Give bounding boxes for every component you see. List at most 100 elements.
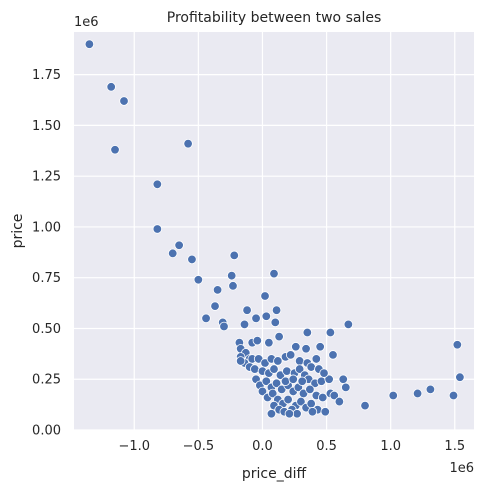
y-tick-label: 1.25	[32, 170, 61, 185]
y-tick-label: 1.75	[32, 68, 61, 83]
data-point	[334, 396, 345, 407]
data-point	[187, 254, 197, 265]
x-tick-label: −0.5	[183, 439, 215, 454]
data-point	[306, 362, 316, 372]
x-tick-label: 0.0	[252, 439, 273, 454]
data-point	[291, 342, 301, 352]
data-point	[261, 311, 272, 321]
data-point	[106, 82, 116, 92]
data-point	[226, 270, 237, 281]
data-point	[273, 356, 283, 366]
data-point	[235, 356, 246, 366]
data-point	[297, 376, 307, 386]
x-grid	[133, 32, 456, 430]
data-point	[269, 364, 279, 374]
data-point	[455, 372, 465, 382]
y-offset-label: 1e6	[74, 15, 99, 30]
data-point	[285, 350, 296, 360]
data-point	[270, 317, 280, 328]
data-point	[301, 344, 311, 354]
data-point	[282, 366, 292, 376]
y-tick-labels: 0.00 0.25 0.50 0.75 1.00 1.25 1.50 1.75	[32, 68, 61, 438]
data-point	[110, 145, 120, 155]
data-point	[311, 354, 322, 364]
data-point	[269, 268, 279, 279]
data-point	[307, 407, 318, 417]
data-point	[152, 179, 163, 189]
data-point	[329, 390, 339, 401]
data-point	[257, 386, 268, 397]
data-point	[305, 384, 315, 395]
data-point	[242, 305, 252, 315]
data-point	[284, 409, 295, 419]
data-point	[84, 39, 95, 49]
data-point	[228, 281, 238, 291]
y-tick-label: 0.50	[32, 322, 61, 337]
data-point	[448, 390, 459, 401]
data-point	[201, 313, 211, 324]
data-point	[412, 388, 423, 399]
data-point	[260, 291, 270, 301]
data-point	[320, 407, 330, 417]
data-point	[168, 248, 178, 259]
y-axis-label: price	[10, 214, 26, 249]
x-tick-labels: −1.0 −0.5 0.0 0.5 1.0 1.5	[118, 439, 465, 454]
data-point	[302, 327, 313, 338]
data-point	[152, 224, 163, 234]
data-points	[84, 39, 465, 419]
x-tick-label: 1.5	[444, 439, 465, 454]
data-point	[318, 392, 328, 403]
data-point	[251, 313, 261, 324]
data-point	[338, 374, 348, 384]
x-axis-label: price_diff	[242, 466, 307, 482]
data-point	[274, 331, 284, 342]
data-point	[360, 400, 370, 411]
data-point	[325, 327, 336, 338]
data-point	[252, 335, 263, 346]
data-point	[219, 321, 229, 332]
data-point	[280, 376, 291, 386]
x-tick-label: 0.5	[316, 439, 337, 454]
y-tick-label: 1.00	[32, 220, 61, 235]
data-point	[388, 390, 398, 401]
y-tick-label: 0.00	[32, 424, 61, 439]
data-point	[294, 364, 305, 374]
data-point	[271, 305, 282, 315]
data-point	[212, 285, 223, 295]
chart-title: Profitability between two sales	[167, 10, 382, 26]
data-point	[283, 394, 293, 405]
x-offset-label: 1e6	[449, 461, 474, 476]
y-tick-label: 0.75	[32, 271, 61, 286]
data-point	[294, 356, 305, 366]
data-point	[261, 376, 272, 386]
data-point	[296, 396, 306, 407]
x-tick-label: 1.0	[380, 439, 401, 454]
data-point	[229, 250, 239, 261]
data-point	[425, 384, 436, 395]
x-tick-label: −1.0	[118, 439, 150, 454]
data-point	[210, 301, 220, 311]
plot-background	[74, 32, 474, 430]
data-point	[341, 382, 351, 393]
data-point	[250, 364, 260, 374]
data-point	[452, 340, 463, 350]
data-point	[328, 350, 338, 360]
data-point	[324, 374, 334, 384]
data-point	[343, 319, 354, 330]
y-tick-label: 0.25	[32, 373, 61, 388]
data-point	[174, 240, 184, 250]
data-point	[316, 376, 327, 386]
data-point	[239, 319, 250, 330]
data-point	[183, 138, 193, 149]
data-point	[119, 96, 129, 106]
data-point	[288, 374, 298, 384]
data-point	[271, 378, 282, 388]
data-point	[315, 342, 325, 352]
data-point	[193, 275, 204, 285]
data-point	[268, 388, 278, 399]
data-point	[319, 368, 329, 378]
data-point	[266, 409, 277, 419]
data-point	[264, 337, 274, 348]
y-tick-label: 1.50	[32, 119, 61, 134]
